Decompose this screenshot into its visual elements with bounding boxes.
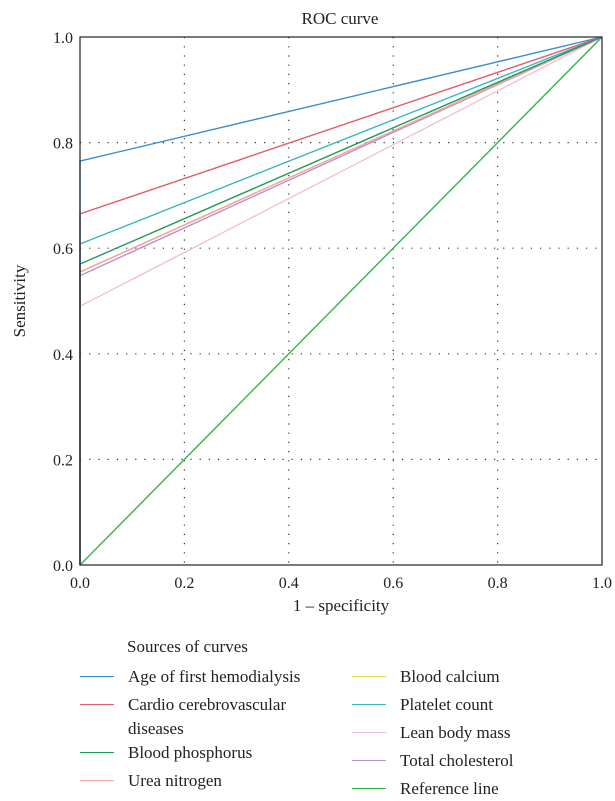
legend-label: Cardio cerebrovascular diseases	[128, 695, 287, 738]
legend-label: Lean body mass	[400, 723, 511, 742]
legend-swatch	[352, 704, 386, 705]
legend-swatch	[80, 676, 114, 677]
legend-item: Urea nitrogen	[80, 769, 338, 793]
x-axis-title: 1 – specificity	[293, 596, 390, 615]
legend-label: Platelet count	[400, 695, 494, 714]
x-tick-label: 0.2	[174, 575, 194, 592]
legend-swatch	[352, 676, 386, 677]
legend-item: Total cholesterol	[352, 749, 610, 773]
y-tick-label: 1.0	[53, 30, 73, 47]
legend-swatch	[80, 752, 114, 753]
legend-item: Platelet count	[352, 693, 610, 717]
y-tick-label: 0.2	[53, 452, 73, 469]
legend-swatch	[352, 760, 386, 761]
tick-layer: 0.0 0.2 0.4 0.6 0.8 1.0 0.0 0.2 0.4 0.6 0.8 1.0	[53, 30, 612, 592]
legend-title: Sources of curves	[127, 637, 248, 656]
y-tick-label: 0.6	[53, 241, 73, 258]
legend-label: Reference line	[400, 779, 499, 798]
x-tick-label: 0.8	[488, 575, 508, 592]
legend-label: Age of first hemodialysis	[128, 667, 301, 686]
plot-frame	[79, 36, 603, 566]
y-tick-label: 0.0	[53, 558, 73, 575]
y-tick-label: 0.8	[53, 136, 73, 153]
legend-item: Blood phosphorus	[80, 741, 338, 765]
legend-swatch	[80, 704, 114, 705]
series-layer	[79, 36, 603, 566]
legend-item: Blood calcium	[352, 665, 610, 689]
legend-label: Blood phosphorus	[128, 743, 253, 762]
series-line-reference-line	[79, 36, 603, 566]
legend-item: Cardio cerebrovascular diseases	[80, 693, 318, 741]
legend-label: Total cholesterol	[400, 751, 514, 770]
legend-label: Blood calcium	[400, 667, 500, 686]
x-tick-label: 0.6	[383, 575, 403, 592]
legend-label: Urea nitrogen	[128, 771, 222, 790]
chart-svg: ROC curve 0.0 0.2 0.4 0.6 0.8 1.0 0.0 0.2 0.4 0.6…	[10, 9, 612, 615]
x-tick-label: 0.4	[279, 575, 299, 592]
legend-item: Age of first hemodialysis	[80, 665, 338, 689]
y-tick-label: 0.4	[53, 347, 73, 364]
x-tick-label: 1.0	[592, 575, 612, 592]
y-axis-title: Sensitivity	[10, 264, 29, 337]
x-tick-label: 0.0	[70, 575, 90, 592]
legend-item: Lean body mass	[352, 721, 610, 745]
legend-item: Reference line	[352, 777, 610, 801]
legend-swatch	[352, 788, 386, 789]
legend-swatch	[80, 780, 114, 781]
chart-title: ROC curve	[302, 9, 379, 28]
legend-swatch	[352, 732, 386, 733]
